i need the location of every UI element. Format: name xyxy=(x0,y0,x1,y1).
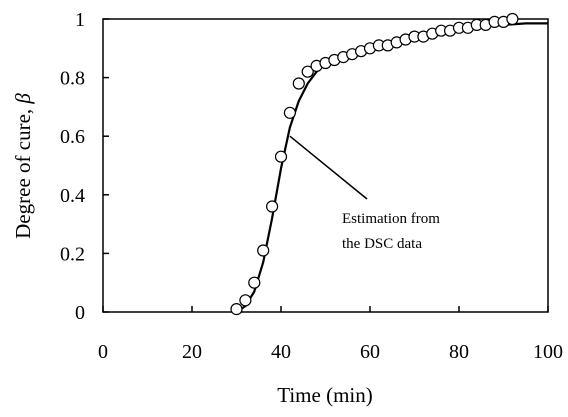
annotation-line-1: Estimation from xyxy=(342,211,440,227)
y-tick-labels: 0 0.2 0.4 0.6 0.8 1 xyxy=(60,9,85,324)
x-tick-label: 100 xyxy=(533,341,563,363)
y-tick-label: 0.2 xyxy=(60,243,85,265)
data-point xyxy=(266,200,279,213)
x-tick-label: 0 xyxy=(98,341,108,363)
annotation-line-2: the DSC data xyxy=(342,236,422,252)
data-point xyxy=(239,294,252,307)
x-tick-label: 80 xyxy=(449,341,469,363)
plot-frame xyxy=(102,18,549,313)
data-point xyxy=(248,276,261,289)
y-tick-label: 0.4 xyxy=(60,185,85,207)
dsc-estimation-line xyxy=(235,22,548,313)
y-axis-title: Degree of cure, β xyxy=(11,93,35,239)
y-tick-label: 0 xyxy=(75,302,85,324)
x-tick-label: 40 xyxy=(271,341,291,363)
x-tick-labels: 0 20 40 60 80 100 xyxy=(98,341,563,363)
series-layer xyxy=(230,12,548,316)
data-point xyxy=(301,65,314,78)
y-tick-label: 0.6 xyxy=(60,126,85,148)
x-tick-label: 20 xyxy=(182,341,202,363)
data-point xyxy=(274,150,288,163)
data-point xyxy=(283,106,296,119)
annotation-leader-line xyxy=(289,135,368,200)
data-point xyxy=(506,12,519,26)
tick-marks xyxy=(102,18,549,313)
data-point xyxy=(257,244,270,257)
y-tick-label: 1 xyxy=(75,9,85,31)
data-point xyxy=(230,303,243,316)
data-point xyxy=(292,77,305,90)
x-axis-title: Time (min) xyxy=(277,383,372,407)
x-tick-label: 60 xyxy=(360,341,380,363)
y-axis-title-symbol: β xyxy=(11,93,35,105)
y-axis-title-text: Degree of cure, xyxy=(11,104,35,239)
y-tick-label: 0.8 xyxy=(60,68,85,90)
